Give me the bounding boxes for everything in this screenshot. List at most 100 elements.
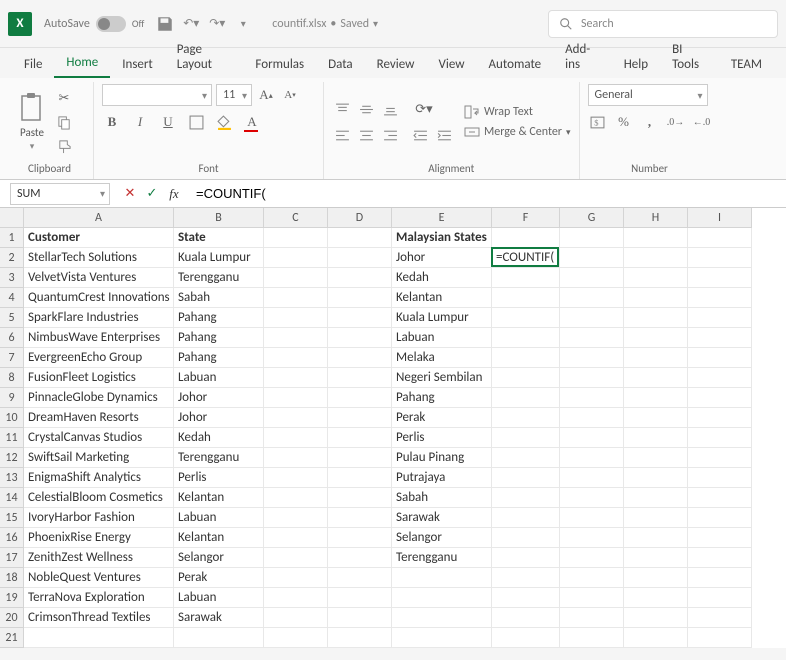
decrease-font-icon[interactable]: A▾	[280, 85, 300, 105]
cell-I21[interactable]	[688, 628, 752, 648]
cell-B5[interactable]: Pahang	[174, 308, 264, 328]
cell-B10[interactable]: Johor	[174, 408, 264, 428]
cell-G2[interactable]	[560, 248, 624, 268]
cell-F4[interactable]	[492, 288, 560, 308]
cell-C10[interactable]	[264, 408, 328, 428]
cell-B17[interactable]: Selangor	[174, 548, 264, 568]
tab-help[interactable]: Help	[612, 51, 660, 78]
cell-C9[interactable]	[264, 388, 328, 408]
tab-review[interactable]: Review	[365, 51, 427, 78]
undo-icon[interactable]: ↶▾	[182, 15, 200, 33]
cell-E9[interactable]: Pahang	[392, 388, 492, 408]
cell-F5[interactable]	[492, 308, 560, 328]
row-header-16[interactable]: 16	[0, 528, 24, 548]
cell-H11[interactable]	[624, 428, 688, 448]
row-header-11[interactable]: 11	[0, 428, 24, 448]
cell-H10[interactable]	[624, 408, 688, 428]
cell-A7[interactable]: EvergreenEcho Group	[24, 348, 174, 368]
cell-A15[interactable]: IvoryHarbor Fashion	[24, 508, 174, 528]
cell-D8[interactable]	[328, 368, 392, 388]
cell-A4[interactable]: QuantumCrest Innovations	[24, 288, 174, 308]
cell-G3[interactable]	[560, 268, 624, 288]
cell-D3[interactable]	[328, 268, 392, 288]
row-header-10[interactable]: 10	[0, 408, 24, 428]
cell-H17[interactable]	[624, 548, 688, 568]
cell-C14[interactable]	[264, 488, 328, 508]
cell-C6[interactable]	[264, 328, 328, 348]
cell-D17[interactable]	[328, 548, 392, 568]
qat-more-icon[interactable]: ▾	[234, 15, 252, 33]
cell-A19[interactable]: TerraNova Exploration	[24, 588, 174, 608]
col-header-A[interactable]: A	[24, 208, 174, 228]
cell-C7[interactable]	[264, 348, 328, 368]
row-header-9[interactable]: 9	[0, 388, 24, 408]
cell-E14[interactable]: Sabah	[392, 488, 492, 508]
row-header-21[interactable]: 21	[0, 628, 24, 648]
cell-G1[interactable]	[560, 228, 624, 248]
cell-E15[interactable]: Sarawak	[392, 508, 492, 528]
cell-A2[interactable]: StellarTech Solutions	[24, 248, 174, 268]
row-header-1[interactable]: 1	[0, 228, 24, 248]
cell-F16[interactable]	[492, 528, 560, 548]
cell-E10[interactable]: Perak	[392, 408, 492, 428]
increase-decimal-icon[interactable]: .0→	[666, 112, 686, 132]
cell-F2[interactable]: =COUNTIF(	[492, 248, 560, 268]
cell-D13[interactable]	[328, 468, 392, 488]
autosave-toggle[interactable]: AutoSave Off	[44, 16, 144, 32]
cell-A20[interactable]: CrimsonThread Textiles	[24, 608, 174, 628]
cell-E3[interactable]: Kedah	[392, 268, 492, 288]
cell-C3[interactable]	[264, 268, 328, 288]
cell-A9[interactable]: PinnacleGlobe Dynamics	[24, 388, 174, 408]
cell-I15[interactable]	[688, 508, 752, 528]
cell-G13[interactable]	[560, 468, 624, 488]
cell-I2[interactable]	[688, 248, 752, 268]
row-header-20[interactable]: 20	[0, 608, 24, 628]
cell-C20[interactable]	[264, 608, 328, 628]
cell-H19[interactable]	[624, 588, 688, 608]
name-box[interactable]: SUM	[10, 183, 110, 205]
cell-B9[interactable]: Johor	[174, 388, 264, 408]
cell-A5[interactable]: SparkFlare Industries	[24, 308, 174, 328]
cell-D16[interactable]	[328, 528, 392, 548]
cell-I8[interactable]	[688, 368, 752, 388]
row-header-6[interactable]: 6	[0, 328, 24, 348]
cell-D18[interactable]	[328, 568, 392, 588]
row-header-18[interactable]: 18	[0, 568, 24, 588]
cell-G19[interactable]	[560, 588, 624, 608]
cell-E17[interactable]: Terengganu	[392, 548, 492, 568]
increase-indent-icon[interactable]	[434, 125, 454, 145]
cell-D20[interactable]	[328, 608, 392, 628]
col-header-I[interactable]: I	[688, 208, 752, 228]
cell-E4[interactable]: Kelantan	[392, 288, 492, 308]
cell-G18[interactable]	[560, 568, 624, 588]
cell-F18[interactable]	[492, 568, 560, 588]
cell-C17[interactable]	[264, 548, 328, 568]
cell-E20[interactable]	[392, 608, 492, 628]
cell-D5[interactable]	[328, 308, 392, 328]
cell-D2[interactable]	[328, 248, 392, 268]
cell-E1[interactable]: Malaysian States	[392, 228, 492, 248]
col-header-D[interactable]: D	[328, 208, 392, 228]
cell-B13[interactable]: Perlis	[174, 468, 264, 488]
cell-B15[interactable]: Labuan	[174, 508, 264, 528]
cell-I12[interactable]	[688, 448, 752, 468]
cell-B20[interactable]: Sarawak	[174, 608, 264, 628]
tab-add-ins[interactable]: Add-ins	[553, 36, 612, 78]
cell-C12[interactable]	[264, 448, 328, 468]
cell-D7[interactable]	[328, 348, 392, 368]
cell-H16[interactable]	[624, 528, 688, 548]
merge-center-button[interactable]: Merge & Center ▾	[464, 125, 571, 139]
cell-F13[interactable]	[492, 468, 560, 488]
cell-F15[interactable]	[492, 508, 560, 528]
paste-button[interactable]: Paste ▾	[14, 90, 50, 154]
fill-color-button[interactable]	[214, 112, 234, 132]
tab-bi-tools[interactable]: BI Tools	[660, 36, 719, 78]
cell-H21[interactable]	[624, 628, 688, 648]
cell-E5[interactable]: Kuala Lumpur	[392, 308, 492, 328]
font-name-select[interactable]	[102, 84, 212, 106]
cell-F14[interactable]	[492, 488, 560, 508]
cell-I3[interactable]	[688, 268, 752, 288]
comma-format-icon[interactable]: ,	[640, 112, 660, 132]
underline-button[interactable]: U	[158, 112, 178, 132]
row-header-5[interactable]: 5	[0, 308, 24, 328]
